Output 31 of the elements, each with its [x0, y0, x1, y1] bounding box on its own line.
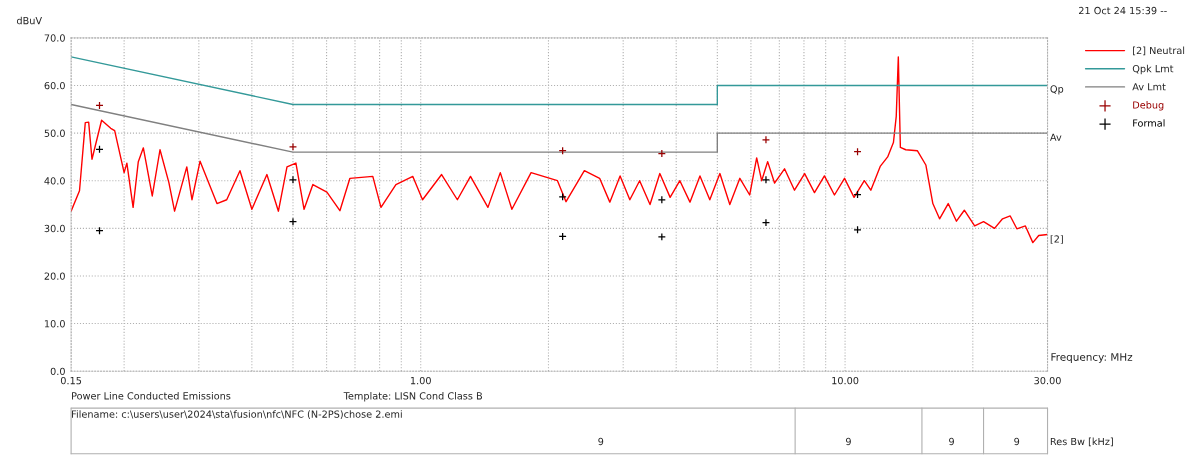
text: [2]	[1050, 235, 1063, 244]
text: 9	[598, 437, 604, 446]
text: 9	[845, 437, 851, 446]
text: Template: LISN Cond Class B	[343, 392, 483, 402]
text: Power Line Conducted Emissions	[72, 392, 231, 400]
legend-label: Formal	[1133, 119, 1165, 127]
y-tick-label: 10.0	[44, 320, 65, 328]
text: Filename: c:\users\user\2024\sta\fusion\nfc\NFC (N-2PS)chose 2.emi	[72, 410, 402, 419]
y-axis-title: dBuV	[16, 16, 42, 25]
x-tick-label: 1.00	[410, 376, 431, 385]
y-tick-label: 30.0	[44, 224, 65, 233]
x-tick-label: 30.00	[1034, 376, 1061, 385]
text: Qp	[1050, 85, 1064, 95]
y-tick-label: 50.0	[44, 129, 65, 137]
x-axis-title: Frequency: MHz	[1051, 353, 1133, 363]
legend-label: Av Lmt	[1132, 83, 1166, 91]
text: 9	[949, 437, 954, 446]
y-tick-label: 70.0	[44, 34, 65, 42]
y-tick-label: 20.0	[44, 272, 65, 280]
x-tick-label: 10.00	[832, 376, 859, 385]
text: 9	[1014, 437, 1020, 446]
text: Res Bw [kHz]	[1050, 437, 1113, 447]
text: 21 Oct 24 15:39 --	[1078, 6, 1167, 15]
legend-label: Qpk Lmt	[1132, 64, 1174, 75]
y-tick-label: 0.0	[50, 367, 65, 376]
y-tick-label: 60.0	[44, 81, 65, 90]
y-tick-label: 40.0	[44, 177, 65, 185]
x-tick-label: 0.15	[60, 376, 82, 385]
legend-label: Debug	[1133, 101, 1164, 111]
legend-label: [2] Neutral	[1133, 46, 1185, 56]
text: Av	[1049, 133, 1062, 141]
